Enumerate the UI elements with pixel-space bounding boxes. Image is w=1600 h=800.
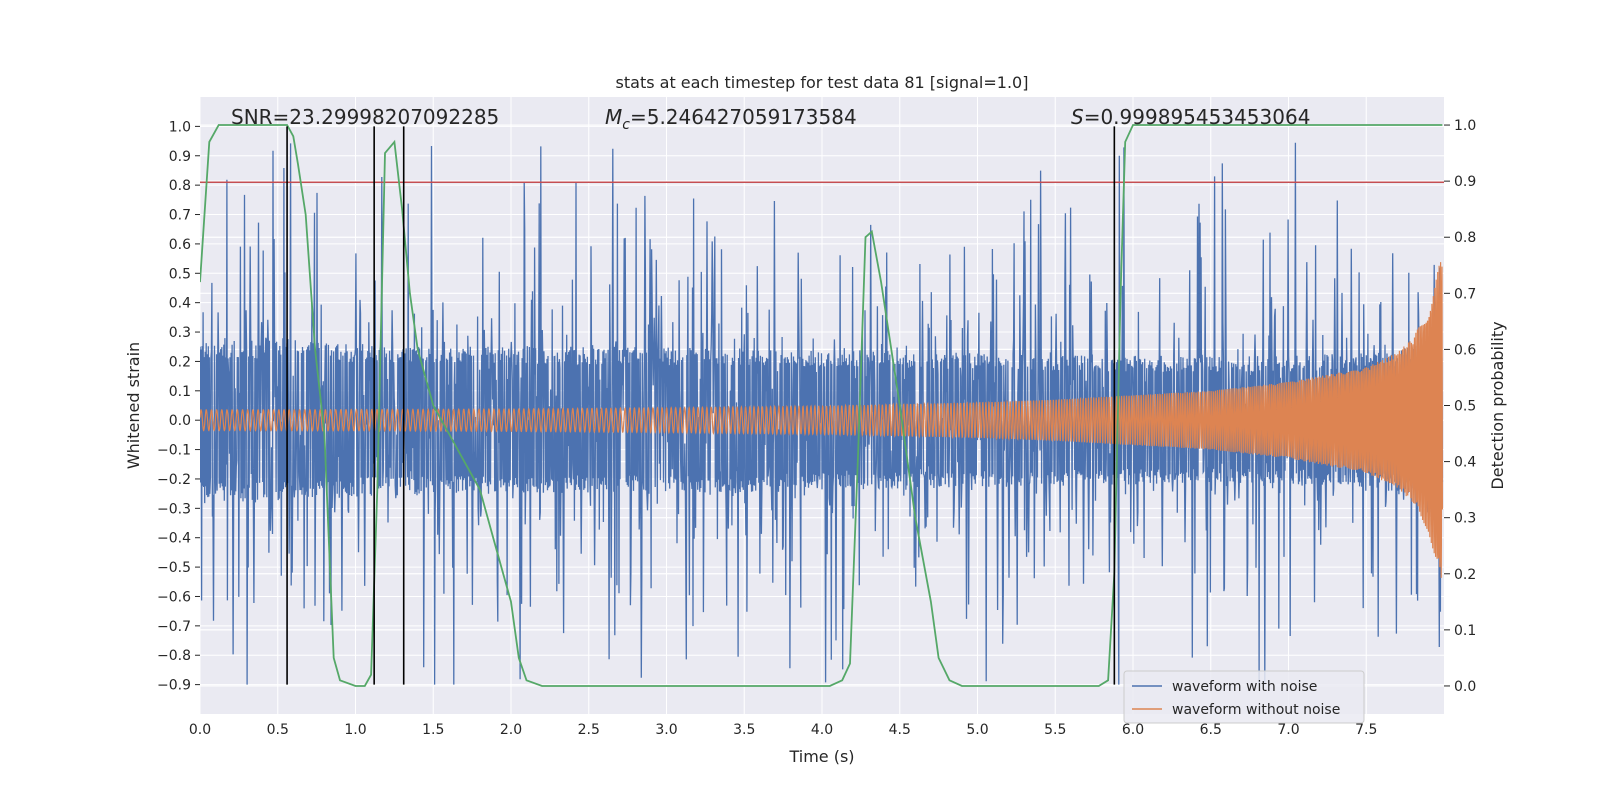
x-tick-label: 6.0 (1122, 722, 1144, 738)
y-tick-label: −0.4 (157, 531, 191, 547)
x-tick-label: 7.5 (1355, 722, 1377, 738)
y2-tick-label: 0.8 (1454, 230, 1476, 246)
x-tick-label: 2.0 (500, 722, 522, 738)
x-tick-label: 7.0 (1277, 722, 1299, 738)
x-tick-label: 4.5 (889, 722, 911, 738)
x-tick-label: 1.0 (344, 722, 366, 738)
y-tick-label: 0.3 (169, 325, 191, 341)
chirp-mass-annotation: Mc=5.246427059173584 (605, 105, 857, 133)
y-tick-label: 0.0 (169, 413, 191, 429)
y2-tick-label: 0.9 (1454, 174, 1476, 190)
chart-title: stats at each timestep for test data 81 … (616, 73, 1029, 92)
axis-ticks: 0.0 0.5 1.0 1.5 2.0 2.5 3.0 3.5 4.0 4.5 5.0 5.5 6.0 6… (157, 118, 1476, 738)
score-annotation: S=0.999895453453064 (1071, 105, 1310, 129)
y2-tick-label: 0.5 (1454, 399, 1476, 415)
y-tick-label: 1.0 (169, 119, 191, 135)
y2-tick-label: 0.2 (1454, 567, 1476, 583)
legend-box (1123, 670, 1365, 724)
x-tick-label: 0.5 (267, 722, 289, 738)
series-waveform-with-noise (200, 142, 1444, 685)
plot-series (200, 124, 1444, 687)
score-symbol: S (1071, 105, 1084, 129)
x-tick-label: 4.0 (811, 722, 833, 738)
series-waveform-without-noise (200, 262, 1443, 578)
y-tick-label: 0.7 (169, 208, 191, 224)
x-tick-label: 1.5 (422, 722, 444, 738)
y-tick-label: −0.1 (157, 443, 191, 459)
legend-label-clean: waveform without noise (1172, 702, 1340, 718)
y2-tick-label: 0.1 (1454, 623, 1476, 639)
x-tick-label: 3.5 (733, 722, 755, 738)
y-tick-label: 0.1 (169, 384, 191, 400)
y-tick-label: −0.9 (157, 678, 191, 694)
chirp-mass-symbol: M (605, 105, 622, 129)
y-tick-label: 0.5 (169, 266, 191, 282)
y-tick-label: −0.5 (157, 560, 191, 576)
legend-label-noise: waveform with noise (1172, 679, 1317, 695)
y2-axis-label: Detection probability (1488, 321, 1507, 489)
y-tick-label: −0.6 (157, 589, 191, 605)
y-tick-label: 0.6 (169, 237, 191, 253)
y-tick-label: −0.2 (157, 472, 191, 488)
y-tick-label: 0.9 (169, 149, 191, 165)
chirp-mass-subscript: c (622, 117, 630, 133)
legend: waveform with noise waveform without noi… (1123, 670, 1365, 724)
score-value: =0.999895453453064 (1084, 105, 1311, 129)
y2-tick-label: 0.6 (1454, 342, 1476, 358)
series-detection-probability (200, 124, 1443, 687)
x-tick-label: 6.5 (1200, 722, 1222, 738)
x-tick-label: 5.5 (1044, 722, 1066, 738)
y2-tick-label: 0.4 (1454, 455, 1476, 471)
x-axis-label: Time (s) (788, 747, 854, 766)
y2-tick-label: 0.0 (1454, 679, 1476, 695)
snr-annotation: SNR=23.29998207092285 (231, 105, 499, 129)
y-tick-label: −0.8 (157, 648, 191, 664)
x-tick-label: 3.0 (655, 722, 677, 738)
y-tick-label: 0.8 (169, 178, 191, 194)
y2-tick-label: 0.7 (1454, 286, 1476, 302)
y-axis-label: Whitened strain (124, 342, 143, 469)
y-tick-label: −0.7 (157, 619, 191, 635)
chirp-mass-value: =5.246427059173584 (630, 105, 857, 129)
y-tick-label: 0.4 (169, 296, 191, 312)
x-tick-label: 2.5 (578, 722, 600, 738)
x-tick-label: 5.0 (966, 722, 988, 738)
y2-tick-label: 0.3 (1454, 511, 1476, 527)
x-tick-label: 0.0 (189, 722, 211, 738)
y-tick-label: −0.3 (157, 501, 191, 517)
y2-tick-label: 1.0 (1454, 118, 1476, 134)
y-tick-label: 0.2 (169, 354, 191, 370)
